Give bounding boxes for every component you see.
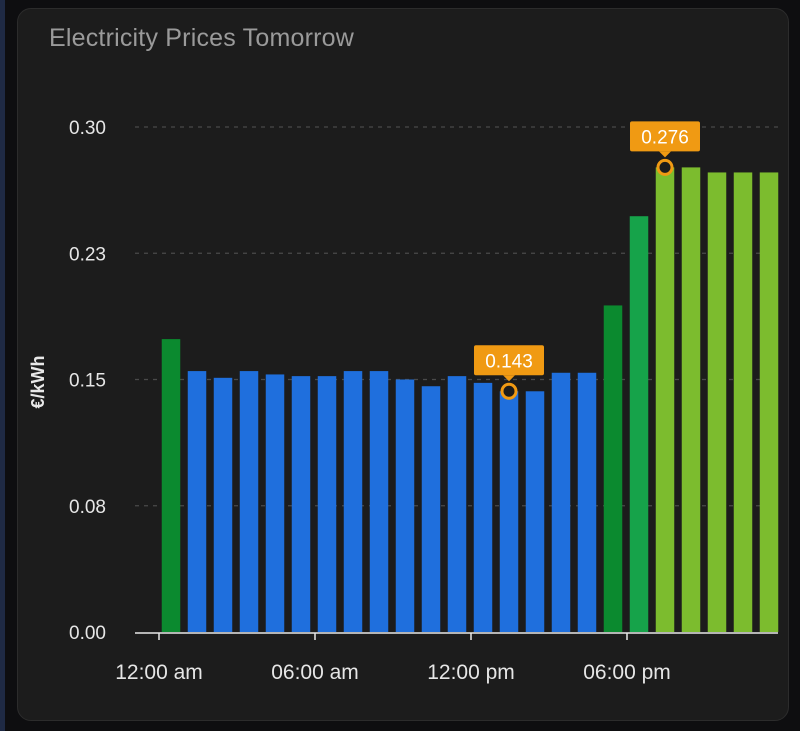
bar	[265, 374, 285, 632]
annotation-box	[630, 121, 700, 152]
bar	[447, 376, 467, 632]
bar	[239, 371, 259, 632]
bar	[603, 305, 623, 632]
y-tick-label: 0.08	[69, 497, 106, 518]
annotation-pointer	[659, 151, 671, 158]
y-tick-label: 0.30	[69, 118, 106, 139]
bar	[161, 339, 181, 632]
bar	[343, 371, 363, 632]
bar	[473, 382, 493, 632]
annotation-marker	[656, 158, 674, 176]
annotation-marker	[500, 382, 518, 400]
bar	[213, 377, 233, 632]
bar	[395, 379, 415, 632]
annotation-label: 0.143	[485, 351, 533, 372]
y-axis-label: €/kWh	[28, 355, 48, 408]
annotations: 0.143 0.276	[474, 121, 700, 400]
bar	[421, 386, 441, 632]
bar	[317, 376, 337, 632]
annotation-box	[474, 345, 544, 376]
x-axis: 12:00 am 06:00 am 12:00 pm 06:00 pm	[115, 632, 778, 684]
y-tick-label: 0.15	[69, 371, 106, 392]
bar	[629, 216, 649, 632]
bar	[655, 167, 675, 632]
x-tick-label: 06:00 pm	[583, 661, 671, 684]
bar	[551, 372, 571, 632]
screen-edge	[0, 0, 5, 731]
y-tick-label: 0.00	[69, 623, 106, 644]
bar	[733, 172, 753, 632]
x-tick-label: 12:00 pm	[427, 661, 515, 684]
bar	[499, 391, 519, 632]
bar	[681, 167, 701, 632]
bar	[707, 172, 727, 632]
bar	[577, 372, 597, 632]
y-axis-ticks: 0.00 0.08 0.15 0.23 0.30	[69, 118, 106, 644]
bar	[187, 371, 207, 632]
annotation-pointer	[503, 375, 515, 382]
x-tick-label: 06:00 am	[271, 661, 359, 684]
x-tick-label: 12:00 am	[115, 661, 203, 684]
bar	[291, 376, 311, 632]
y-tick-label: 0.23	[69, 244, 106, 265]
bar	[369, 371, 389, 632]
bar	[525, 391, 545, 632]
bar-series	[161, 167, 779, 632]
bar	[759, 172, 779, 632]
annotation-label: 0.276	[641, 127, 689, 148]
card-title: Electricity Prices Tomorrow	[49, 24, 354, 52]
